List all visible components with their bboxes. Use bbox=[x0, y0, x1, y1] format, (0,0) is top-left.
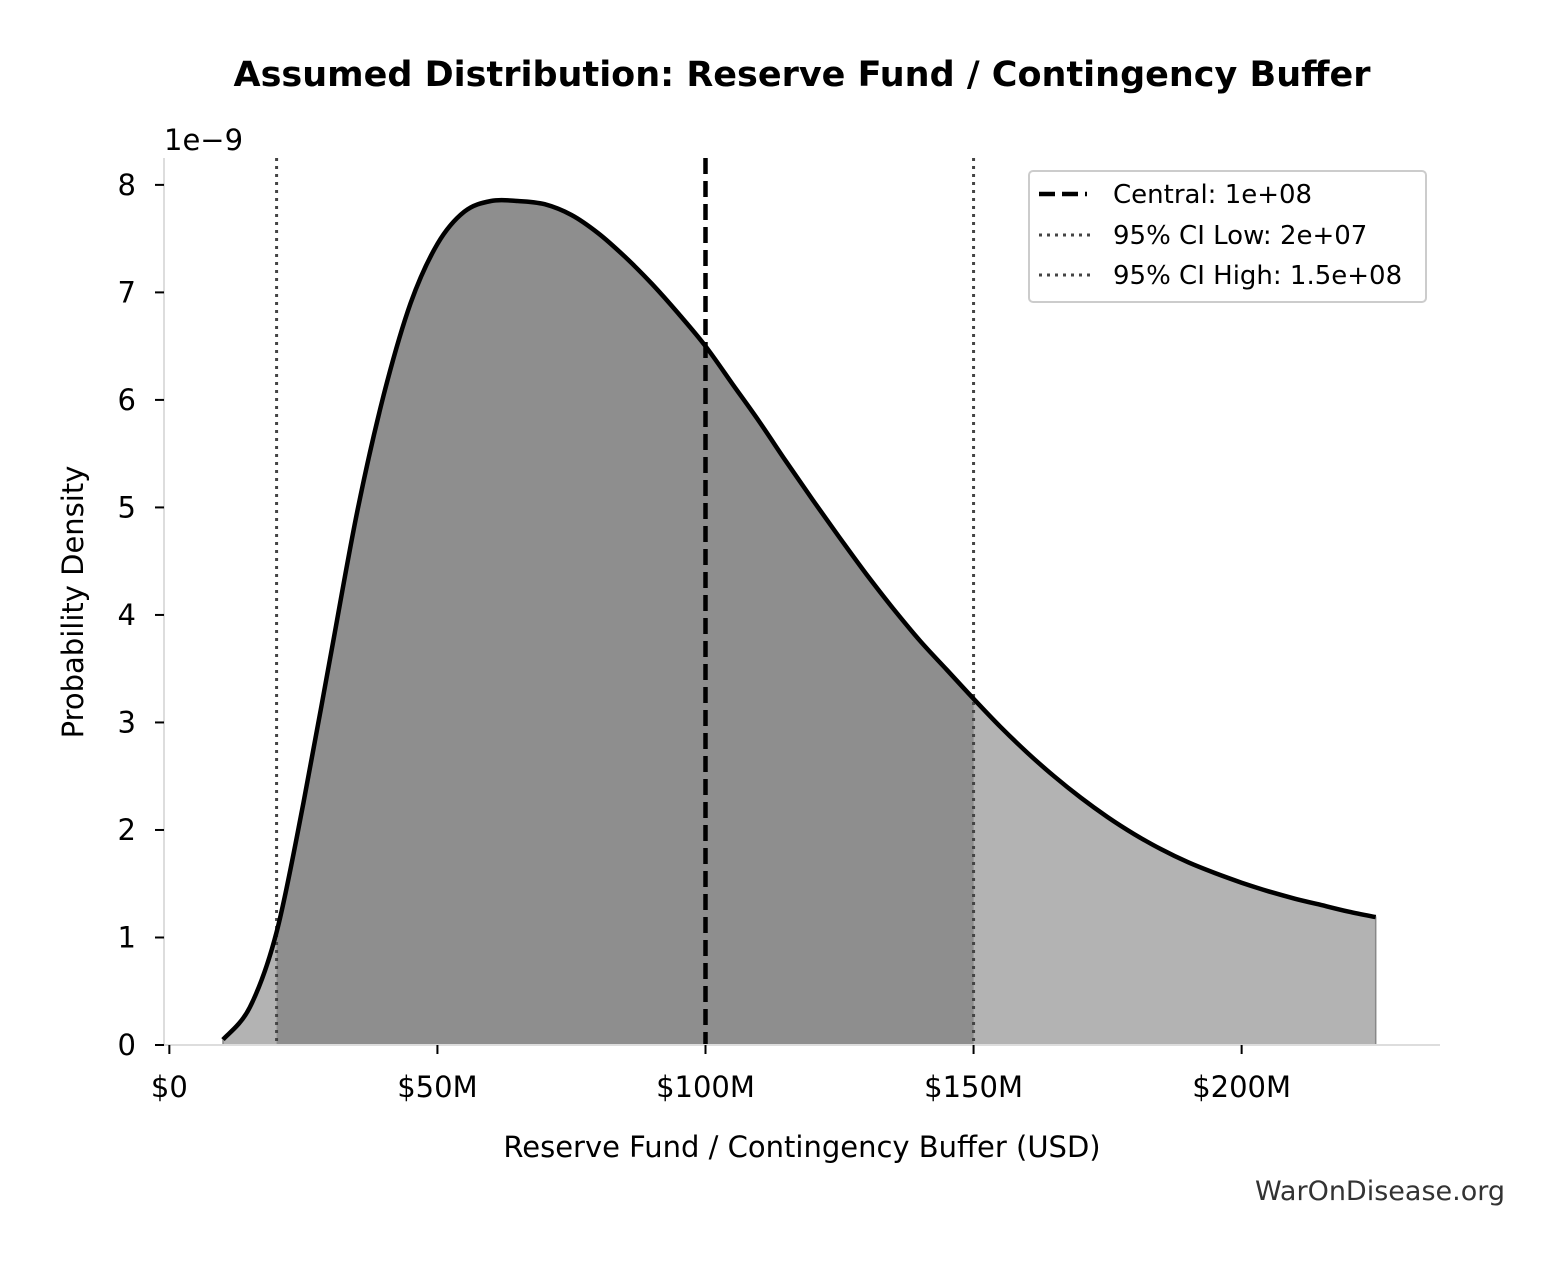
y-tick-label: 1 bbox=[118, 920, 136, 954]
density-fill-inside-ci bbox=[276, 200, 974, 1045]
x-ticks: $0 $50M $100M $150M $200M bbox=[151, 1045, 1291, 1104]
y-tick-label: 7 bbox=[118, 275, 136, 309]
y-tick-label: 0 bbox=[118, 1028, 136, 1062]
y-tick-label: 2 bbox=[118, 813, 136, 847]
legend-ci-high-label: 95% CI High: 1.5e+08 bbox=[1113, 261, 1402, 291]
x-tick-label: $0 bbox=[151, 1070, 188, 1104]
x-tick-label: $150M bbox=[924, 1070, 1023, 1104]
x-tick-label: $50M bbox=[397, 1070, 477, 1104]
x-tick-label: $200M bbox=[1192, 1070, 1291, 1104]
y-offset-label: 1e−9 bbox=[164, 123, 243, 157]
y-tick-label: 5 bbox=[118, 490, 136, 524]
watermark: WarOnDisease.org bbox=[1255, 1176, 1505, 1207]
y-axis-label: Probability Density bbox=[56, 466, 90, 739]
chart-title: Assumed Distribution: Reserve Fund / Con… bbox=[234, 55, 1372, 95]
y-tick-label: 4 bbox=[118, 598, 136, 632]
density-curve bbox=[221, 197, 1377, 1042]
legend-central-label: Central: 1e+08 bbox=[1113, 180, 1312, 210]
legend: Central: 1e+08 95% CI Low: 2e+07 95% CI … bbox=[1028, 170, 1427, 303]
y-tick-label: 3 bbox=[118, 705, 136, 739]
y-tick-label: 8 bbox=[118, 168, 136, 202]
plot-area bbox=[221, 158, 1377, 1046]
y-ticks: 0 1 2 3 4 5 6 7 8 bbox=[118, 168, 164, 1062]
x-axis-label: Reserve Fund / Contingency Buffer (USD) bbox=[503, 1130, 1100, 1164]
legend-box bbox=[1028, 170, 1427, 303]
legend-ci-low-label: 95% CI Low: 2e+07 bbox=[1113, 221, 1367, 251]
y-tick-label: 6 bbox=[118, 383, 136, 417]
x-tick-label: $100M bbox=[656, 1070, 755, 1104]
